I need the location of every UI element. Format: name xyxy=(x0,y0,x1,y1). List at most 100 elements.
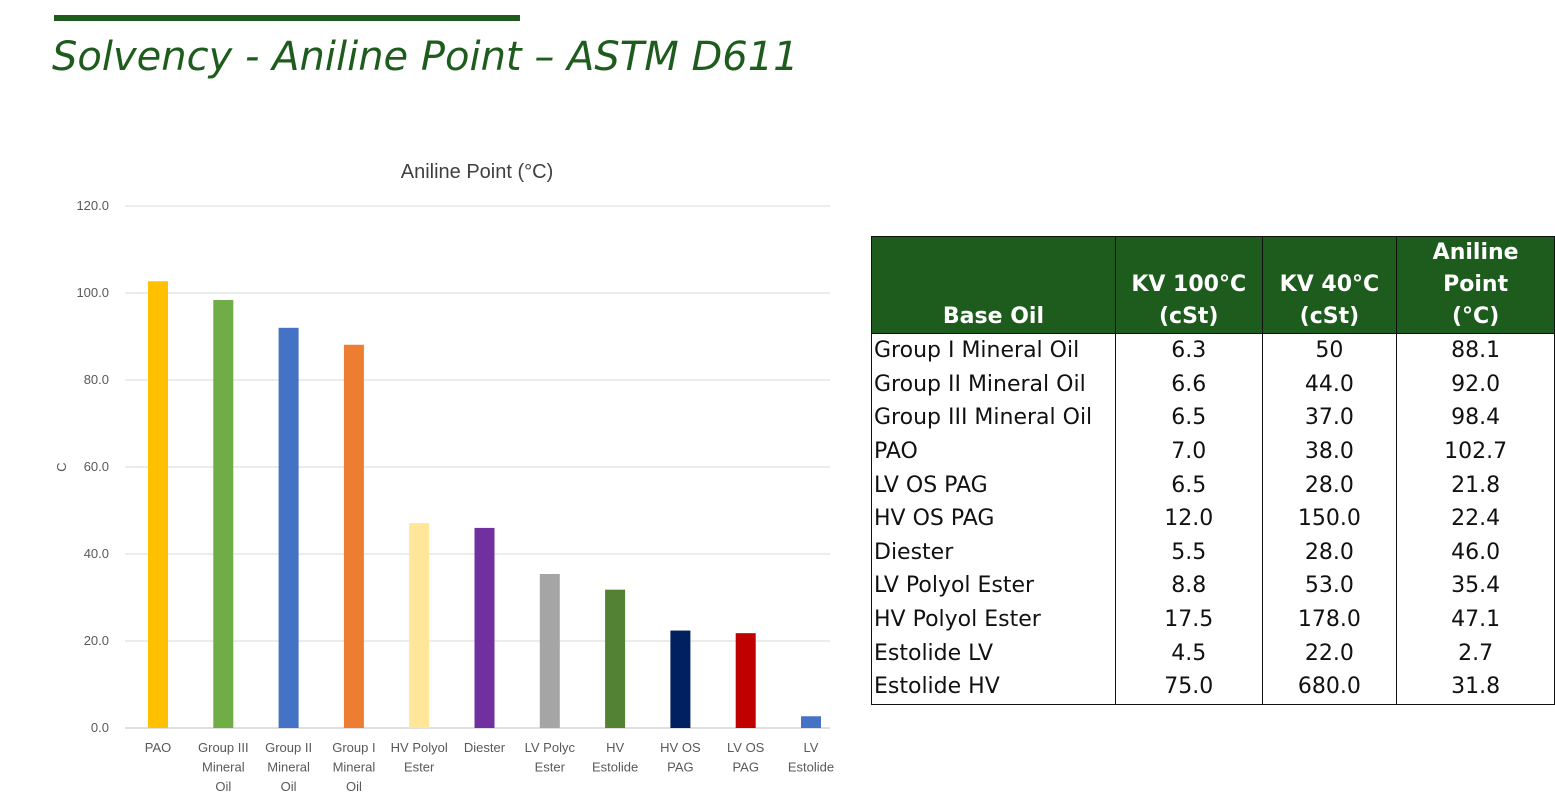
table-row: LV OS PAG 6.5 28.0 21.8 xyxy=(871,468,1555,502)
base-oil-name-cell: Estolide LV xyxy=(871,636,1116,670)
bar xyxy=(670,630,691,728)
table-row: Estolide LV 4.5 22.0 2.7 xyxy=(871,636,1555,670)
aniline-point-bar-chart: Aniline Point (°C) C 0.0 20.0 40.0 60.0 80.0… xyxy=(54,161,834,794)
value-cell: 5.5 xyxy=(1114,535,1263,570)
value-cell: 50 xyxy=(1261,333,1398,368)
value-cell: 35.4 xyxy=(1396,569,1555,603)
value-cell: 22.4 xyxy=(1396,501,1555,536)
value-cell: 680.0 xyxy=(1261,669,1398,705)
table-header-row: Base Oil KV 100°C (cSt) KV 40°C (cSt) Aniline… xyxy=(871,236,1555,334)
table-row: PAO 7.0 38.0 102.7 xyxy=(871,434,1555,469)
value-cell: 44.0 xyxy=(1261,367,1398,402)
base-oil-name-cell: HV Polyol Ester xyxy=(871,602,1116,637)
value-cell: 21.8 xyxy=(1396,468,1555,502)
bar xyxy=(278,327,299,728)
table-row: LV Polyol Ester 8.8 53.0 35.4 xyxy=(871,569,1555,603)
value-cell: 178.0 xyxy=(1261,602,1398,637)
header-text: (°C) xyxy=(1452,304,1500,329)
table-row: HV Polyol Ester 17.5 178.0 47.1 xyxy=(871,602,1555,637)
title-rule xyxy=(54,15,520,21)
header-text: KV 40°C xyxy=(1279,272,1380,297)
x-tick-label: LV OS PAG xyxy=(727,740,765,775)
value-cell: 47.1 xyxy=(1396,602,1555,637)
x-tick-label: Diester xyxy=(464,740,506,755)
chart-title: Aniline Point (°C) xyxy=(401,161,554,183)
table-header-cell: KV 100°C (cSt) xyxy=(1114,236,1263,334)
value-cell: 4.5 xyxy=(1114,636,1263,670)
bar xyxy=(539,574,560,728)
table-row: Group I Mineral Oil 6.3 50 88.1 xyxy=(871,333,1555,368)
bar xyxy=(343,344,364,728)
value-cell: 102.7 xyxy=(1396,434,1555,469)
x-tick-label: HV OS PAG xyxy=(660,740,701,775)
base-oil-name-cell: Estolide HV xyxy=(871,669,1116,705)
base-oil-name-cell: Diester xyxy=(871,535,1116,570)
bar xyxy=(409,523,430,728)
header-text: KV 100°C xyxy=(1131,272,1247,297)
value-cell: 7.0 xyxy=(1114,434,1263,469)
y-tick-label: 120.0 xyxy=(76,198,109,213)
table-row: Group II Mineral Oil 6.6 44.0 92.0 xyxy=(871,367,1555,402)
x-tick-label: LV Estolide xyxy=(788,740,834,775)
table-row: HV OS PAG 12.0 150.0 22.4 xyxy=(871,501,1555,536)
value-cell: 12.0 xyxy=(1114,501,1263,536)
x-tick-label: PAO xyxy=(145,740,172,755)
header-text: (cSt) xyxy=(1158,304,1219,329)
value-cell: 150.0 xyxy=(1261,501,1398,536)
header-text: (cSt) xyxy=(1299,304,1360,329)
base-oil-name-cell: Group II Mineral Oil xyxy=(871,367,1116,402)
y-tick-label: 20.0 xyxy=(84,633,109,648)
table-row: Estolide HV 75.0 680.0 31.8 xyxy=(871,669,1555,705)
x-tick-label: HV Estolide xyxy=(592,740,638,775)
value-cell: 28.0 xyxy=(1261,535,1398,570)
base-oil-name-cell: LV Polyol Ester xyxy=(871,569,1116,603)
x-tick-label: Group II Mineral Oil xyxy=(265,740,312,794)
base-oil-name-cell: Group III Mineral Oil xyxy=(871,401,1116,435)
base-oil-table: Base Oil KV 100°C (cSt) KV 40°C (cSt) Aniline… xyxy=(871,236,1555,705)
x-tick-label: LV Polyc Ester xyxy=(525,740,576,775)
value-cell: 22.0 xyxy=(1261,636,1398,670)
bar xyxy=(605,589,626,728)
y-tick-label: 60.0 xyxy=(84,459,109,474)
y-tick-label: 0.0 xyxy=(91,720,109,735)
value-cell: 53.0 xyxy=(1261,569,1398,603)
value-cell: 17.5 xyxy=(1114,602,1263,637)
table-row: Diester 5.5 28.0 46.0 xyxy=(871,535,1555,570)
value-cell: 38.0 xyxy=(1261,434,1398,469)
value-cell: 6.5 xyxy=(1114,401,1263,435)
base-oil-name-cell: LV OS PAG xyxy=(871,468,1116,502)
bar xyxy=(801,716,821,728)
value-cell: 6.6 xyxy=(1114,367,1263,402)
value-cell: 28.0 xyxy=(1261,468,1398,502)
header-text: Base Oil xyxy=(942,304,1044,329)
bar xyxy=(148,281,168,728)
table-header-cell: KV 40°C (cSt) xyxy=(1261,236,1398,334)
value-cell: 88.1 xyxy=(1396,333,1555,368)
table-body: Group I Mineral Oil 6.3 50 88.1 Group II Min… xyxy=(871,333,1555,705)
value-cell: 6.5 xyxy=(1114,468,1263,502)
header-text: Aniline Point xyxy=(1432,240,1519,297)
bar xyxy=(735,633,756,728)
bars xyxy=(148,281,821,728)
value-cell: 31.8 xyxy=(1396,669,1555,705)
value-cell: 6.3 xyxy=(1114,333,1263,368)
y-axis-ticks: 0.0 20.0 40.0 60.0 80.0 100.0 120.0 xyxy=(76,198,109,735)
table-header-cell: Base Oil xyxy=(871,236,1116,334)
value-cell: 8.8 xyxy=(1114,569,1263,603)
base-oil-name-cell: HV OS PAG xyxy=(871,501,1116,536)
y-tick-label: 80.0 xyxy=(84,372,109,387)
x-tick-label: Group III Mineral Oil xyxy=(198,740,249,794)
gridlines xyxy=(125,205,830,729)
x-axis-ticks: PAO Group III Mineral Oil Group II Mineral Oil… xyxy=(145,740,834,794)
base-oil-name-cell: Group I Mineral Oil xyxy=(871,333,1116,368)
table-row: Group III Mineral Oil 6.5 37.0 98.4 xyxy=(871,401,1555,435)
x-tick-label: HV Polyol Ester xyxy=(391,740,448,775)
value-cell: 2.7 xyxy=(1396,636,1555,670)
y-tick-label: 40.0 xyxy=(84,546,109,561)
table-header-cell: Aniline Point (°C) xyxy=(1396,236,1555,334)
bar xyxy=(213,299,234,728)
value-cell: 92.0 xyxy=(1396,367,1555,402)
value-cell: 46.0 xyxy=(1396,535,1555,570)
base-oil-name-cell: PAO xyxy=(871,434,1116,469)
value-cell: 98.4 xyxy=(1396,401,1555,435)
